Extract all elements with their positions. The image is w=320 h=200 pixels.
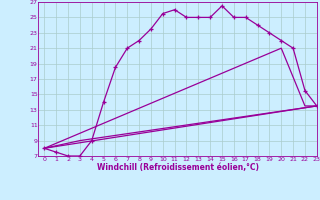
X-axis label: Windchill (Refroidissement éolien,°C): Windchill (Refroidissement éolien,°C) [97,163,259,172]
